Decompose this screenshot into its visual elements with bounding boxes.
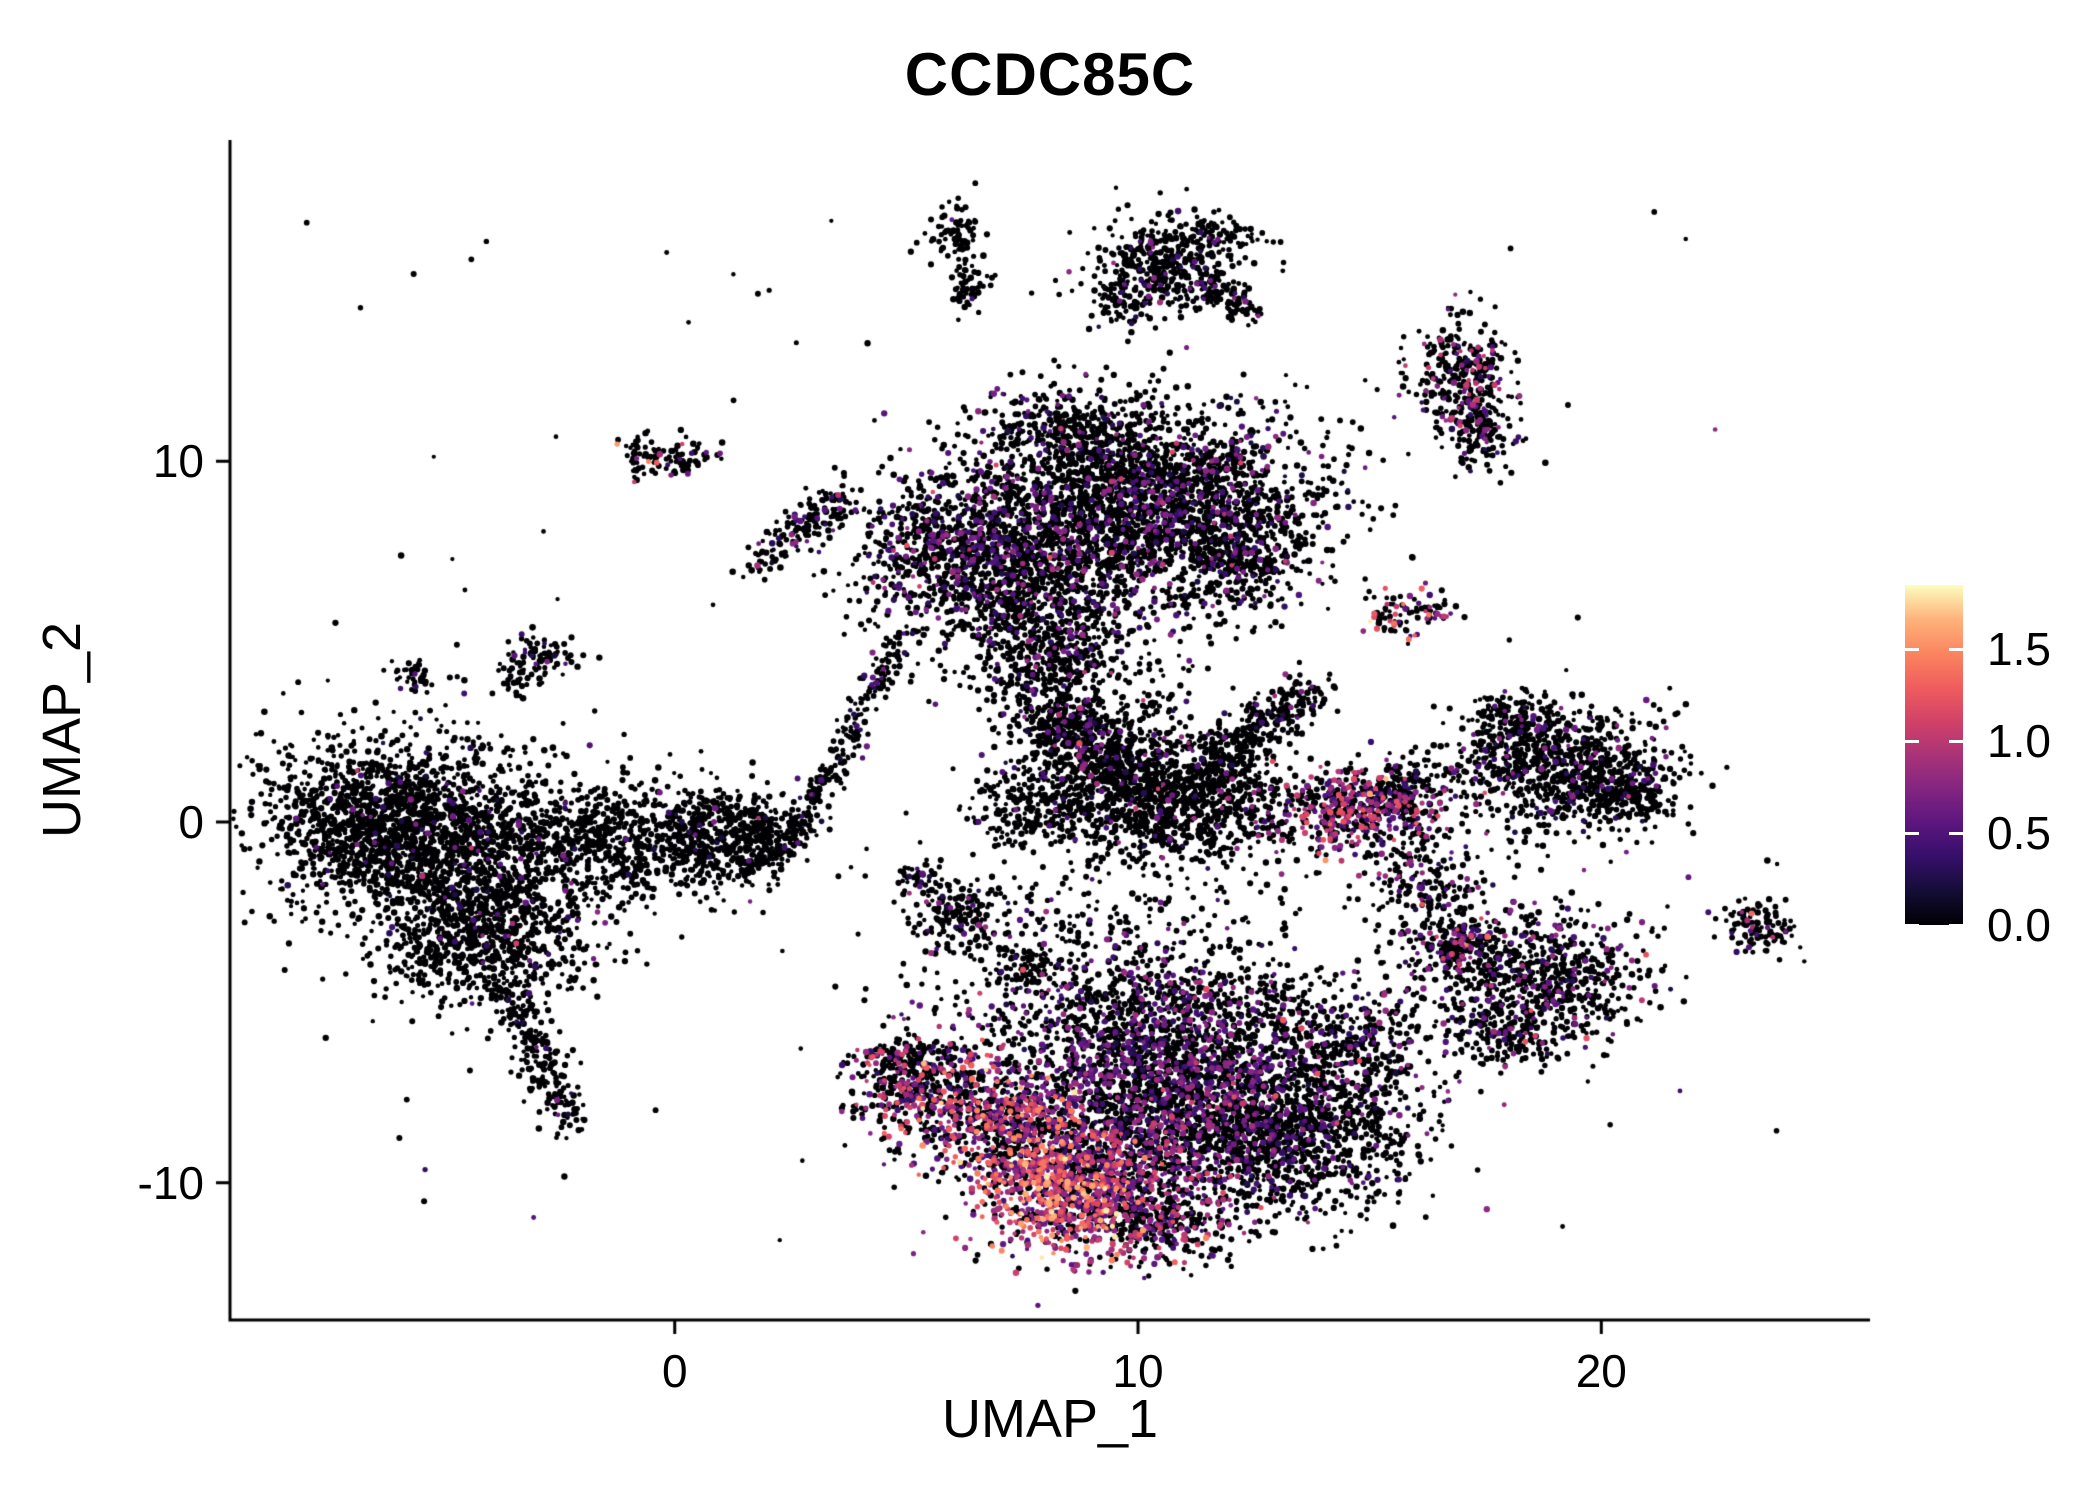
colorbar-tick-label: 0.0 xyxy=(1987,899,2051,951)
plot-title: CCDC85C xyxy=(904,41,1196,108)
x-tick-label: 20 xyxy=(1575,1345,1627,1397)
x-tick-label: 0 xyxy=(661,1345,688,1397)
colorbar-tick-mark xyxy=(1905,923,1919,927)
y-tick-label: -10 xyxy=(137,1156,204,1209)
y-tick-label: 10 xyxy=(152,435,204,488)
colorbar-tick-label: 0.5 xyxy=(1987,807,2051,860)
colorbar-tick-mark xyxy=(1905,739,1919,743)
y-axis-title: UMAP_2 xyxy=(32,621,92,839)
colorbar-tick-mark xyxy=(1949,831,1963,835)
x-axis-title: UMAP_1 xyxy=(941,1389,1159,1449)
colorbar-tick-mark xyxy=(1949,923,1963,927)
colorbar-gradient xyxy=(1905,585,1963,925)
colorbar-tick-mark xyxy=(1949,647,1963,651)
colorbar-tick-label: 1.0 xyxy=(1987,715,2051,768)
colorbar-tick-mark xyxy=(1949,739,1963,743)
colorbar-tick-label: 1.5 xyxy=(1987,623,2051,676)
y-tick-label: 0 xyxy=(178,796,204,849)
colorbar-tick-mark xyxy=(1905,831,1919,835)
x-tick-label: 10 xyxy=(1112,1345,1164,1397)
colorbar-tick-mark xyxy=(1905,647,1919,651)
